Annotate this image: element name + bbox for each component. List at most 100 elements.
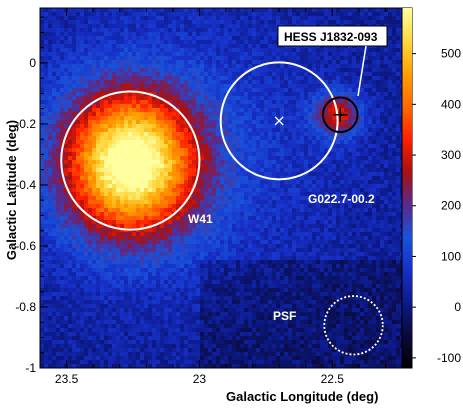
- heatmap-pixel: [356, 208, 361, 213]
- heatmap-pixel: [172, 168, 177, 173]
- heatmap-pixel: [152, 88, 157, 93]
- heatmap-pixel: [112, 200, 117, 205]
- heatmap-pixel: [380, 132, 385, 137]
- heatmap-pixel: [324, 216, 329, 221]
- heatmap-pixel: [112, 176, 117, 181]
- heatmap-pixel: [44, 64, 49, 69]
- heatmap-pixel: [140, 24, 145, 29]
- heatmap-pixel: [44, 76, 49, 81]
- heatmap-pixel: [328, 156, 333, 161]
- heatmap-pixel: [316, 192, 321, 197]
- heatmap-pixel: [160, 16, 165, 21]
- heatmap-pixel: [60, 136, 65, 141]
- heatmap-pixel: [168, 168, 173, 173]
- heatmap-pixel: [232, 28, 237, 33]
- heatmap-pixel: [188, 152, 193, 157]
- heatmap-pixel: [176, 180, 181, 185]
- heatmap-pixel: [96, 212, 101, 217]
- heatmap-pixel: [76, 168, 81, 173]
- heatmap-pixel: [272, 108, 277, 113]
- heatmap-pixel: [208, 136, 213, 141]
- heatmap-pixel: [204, 28, 209, 33]
- heatmap-pixel: [176, 80, 181, 85]
- heatmap-pixel: [96, 164, 101, 169]
- heatmap-pixel: [352, 52, 357, 57]
- heatmap-pixel: [208, 192, 213, 197]
- heatmap-pixel: [344, 148, 349, 153]
- heatmap-pixel: [68, 104, 73, 109]
- heatmap-pixel: [264, 68, 269, 73]
- heatmap-pixel: [356, 172, 361, 177]
- heatmap-pixel: [160, 112, 165, 117]
- heatmap-pixel: [320, 200, 325, 205]
- heatmap-pixel: [68, 112, 73, 117]
- heatmap-pixel: [208, 52, 213, 57]
- heatmap-pixel: [236, 108, 241, 113]
- heatmap-pixel: [304, 104, 309, 109]
- heatmap-pixel: [112, 36, 117, 41]
- heatmap-pixel: [300, 116, 305, 121]
- heatmap-pixel: [176, 28, 181, 33]
- heatmap-pixel: [292, 132, 297, 137]
- heatmap-pixel: [360, 144, 365, 149]
- heatmap-pixel: [288, 84, 293, 89]
- heatmap-pixel: [124, 136, 129, 141]
- heatmap-pixel: [240, 100, 245, 105]
- heatmap-pixel: [40, 116, 45, 121]
- heatmap-pixel: [148, 148, 153, 153]
- heatmap-pixel: [376, 12, 381, 17]
- heatmap-pixel: [284, 56, 289, 61]
- heatmap-pixel: [92, 24, 97, 29]
- heatmap-pixel: [196, 116, 201, 121]
- heatmap-pixel: [380, 212, 385, 217]
- heatmap-pixel: [188, 132, 193, 137]
- heatmap-pixel: [140, 12, 145, 17]
- heatmap-pixel: [392, 196, 397, 201]
- heatmap-pixel: [220, 208, 225, 213]
- heatmap-pixel: [276, 188, 281, 193]
- heatmap-pixel: [184, 64, 189, 69]
- heatmap-pixel: [268, 88, 273, 93]
- heatmap-pixel: [156, 84, 161, 89]
- heatmap-pixel: [280, 132, 285, 137]
- heatmap-pixel: [124, 28, 129, 33]
- heatmap-pixel: [268, 64, 273, 69]
- heatmap-pixel: [96, 8, 101, 13]
- heatmap-pixel: [44, 148, 49, 153]
- heatmap-pixel: [392, 188, 397, 193]
- heatmap-pixel: [268, 196, 273, 201]
- heatmap-pixel: [292, 220, 297, 225]
- heatmap-pixel: [272, 188, 277, 193]
- heatmap-pixel: [272, 192, 277, 197]
- heatmap-pixel: [116, 188, 121, 193]
- heatmap-pixel: [112, 96, 117, 101]
- heatmap-pixel: [48, 64, 53, 69]
- heatmap-pixel: [280, 192, 285, 197]
- heatmap-pixel: [136, 156, 141, 161]
- heatmap-pixel: [44, 144, 49, 149]
- heatmap-pixel: [276, 72, 281, 77]
- heatmap-pixel: [132, 48, 137, 53]
- heatmap-pixel: [72, 28, 77, 33]
- heatmap-pixel: [260, 80, 265, 85]
- heatmap-pixel: [260, 60, 265, 65]
- heatmap-pixel: [332, 156, 337, 161]
- heatmap-pixel: [324, 68, 329, 73]
- heatmap-pixel: [288, 216, 293, 221]
- heatmap-pixel: [248, 136, 253, 141]
- heatmap-pixel: [124, 204, 129, 209]
- heatmap-pixel: [244, 120, 249, 125]
- heatmap-pixel: [340, 176, 345, 181]
- heatmap-pixel: [256, 196, 261, 201]
- heatmap-pixel: [160, 60, 165, 65]
- heatmap-pixel: [292, 196, 297, 201]
- heatmap-pixel: [240, 92, 245, 97]
- heatmap-pixel: [236, 144, 241, 149]
- heatmap-pixel: [240, 28, 245, 33]
- heatmap-pixel: [52, 96, 57, 101]
- heatmap-pixel: [244, 192, 249, 197]
- heatmap-pixel: [256, 168, 261, 173]
- heatmap-pixel: [132, 108, 137, 113]
- heatmap-pixel: [100, 140, 105, 145]
- heatmap-pixel: [260, 88, 265, 93]
